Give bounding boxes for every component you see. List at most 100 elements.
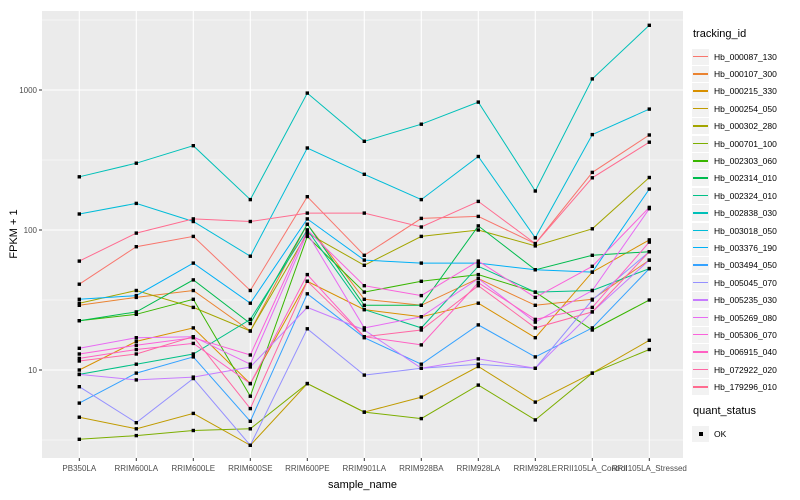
data-point	[362, 373, 366, 377]
data-point	[647, 187, 651, 191]
data-point	[362, 307, 366, 312]
data-point	[647, 107, 651, 111]
data-point	[134, 201, 138, 206]
data-point	[590, 310, 594, 314]
legend-key-box	[692, 83, 709, 100]
data-point	[590, 288, 594, 293]
legend-entry-Hb_000087_130: Hb_000087_130	[692, 48, 797, 65]
legend-entry-ok: OK	[692, 425, 797, 442]
data-point	[191, 261, 195, 265]
legend-entry-Hb_002838_030: Hb_002838_030	[692, 205, 797, 222]
data-point	[362, 290, 366, 294]
legend-key-line-icon	[693, 316, 708, 319]
x-tick-label: RRIM928LE	[514, 464, 558, 473]
data-point	[134, 433, 138, 438]
y-tick-label: 100	[24, 226, 38, 235]
legend-entry-label: Hb_072922_020	[714, 364, 777, 375]
legend-key-line-icon	[693, 177, 708, 179]
data-point	[476, 362, 480, 366]
data-point	[305, 211, 309, 215]
legend-entry-Hb_179296_010: Hb_179296_010	[692, 378, 797, 396]
data-point	[647, 133, 651, 137]
data-point	[533, 290, 537, 294]
x-tick-label: RRII105LA_Control	[558, 464, 628, 473]
data-point	[419, 234, 423, 239]
data-point	[590, 132, 594, 137]
data-point	[476, 276, 480, 281]
legend-entry-label: Hb_179296_010	[714, 382, 777, 393]
legend-key-line-icon	[693, 368, 708, 371]
data-point	[134, 288, 138, 293]
data-point	[248, 381, 252, 386]
legend-key-line-icon	[693, 90, 708, 92]
data-point	[419, 122, 423, 126]
data-point	[77, 212, 81, 216]
data-point	[533, 366, 537, 370]
data-point	[647, 23, 651, 27]
legend-entry-Hb_003494_050: Hb_003494_050	[692, 257, 797, 274]
data-point	[77, 297, 81, 301]
data-point	[191, 234, 195, 239]
data-point	[191, 217, 195, 221]
x-tick-label: RRIM901LA	[343, 464, 387, 473]
data-point	[647, 205, 651, 210]
data-point	[134, 161, 138, 165]
point-square-icon	[698, 431, 703, 436]
data-point	[476, 272, 480, 277]
data-point	[305, 305, 309, 310]
data-point	[134, 378, 138, 382]
data-point	[77, 303, 81, 307]
data-point	[191, 428, 195, 433]
data-point	[191, 375, 195, 379]
legend-key-box	[692, 274, 709, 291]
data-point	[533, 236, 537, 240]
data-point	[647, 338, 651, 342]
data-point	[305, 234, 309, 239]
legend-entry-label: Hb_002314_010	[714, 173, 777, 184]
legend-entry-Hb_003018_050: Hb_003018_050	[692, 222, 797, 239]
legend-title-quant-status: quant_status	[693, 404, 756, 417]
legend-entry-label: Hb_002303_060	[714, 156, 777, 167]
data-point	[77, 359, 81, 363]
data-point	[305, 146, 309, 150]
data-point	[476, 301, 480, 305]
data-point	[248, 443, 252, 447]
data-point	[191, 219, 195, 224]
data-point	[533, 336, 537, 340]
data-point	[191, 335, 195, 339]
data-point	[533, 295, 537, 300]
data-point	[362, 284, 366, 288]
data-point	[476, 224, 480, 228]
legend-key-box	[692, 257, 709, 274]
x-axis-title: sample_name	[327, 479, 398, 491]
legend-key-line-icon	[693, 160, 708, 162]
legend-key-box	[692, 118, 709, 135]
data-point	[419, 328, 423, 332]
data-point	[647, 347, 651, 352]
legend-key-box	[692, 48, 709, 65]
data-point	[647, 266, 651, 271]
data-point	[362, 326, 366, 330]
data-point	[134, 312, 138, 316]
legend-key-line-icon	[693, 107, 708, 110]
y-tick-label: 1000	[19, 86, 37, 95]
data-point	[419, 261, 423, 265]
data-point	[134, 336, 138, 340]
data-point	[77, 319, 81, 323]
data-point	[476, 100, 480, 104]
data-point	[248, 317, 252, 322]
legend-entry-label: Hb_002324_010	[714, 190, 777, 201]
data-point	[533, 320, 537, 324]
data-point	[476, 154, 480, 159]
legend-key-box	[692, 425, 709, 442]
data-point	[248, 365, 252, 369]
data-point	[248, 427, 252, 431]
data-point	[362, 263, 366, 267]
legend-entry-Hb_000701_100: Hb_000701_100	[692, 135, 797, 152]
data-point	[590, 371, 594, 375]
data-point	[77, 346, 81, 350]
legend-entry-Hb_002303_060: Hb_002303_060	[692, 152, 797, 170]
legend-key-box	[692, 135, 709, 152]
y-tick-label: 10	[28, 366, 37, 375]
data-point	[476, 214, 480, 219]
